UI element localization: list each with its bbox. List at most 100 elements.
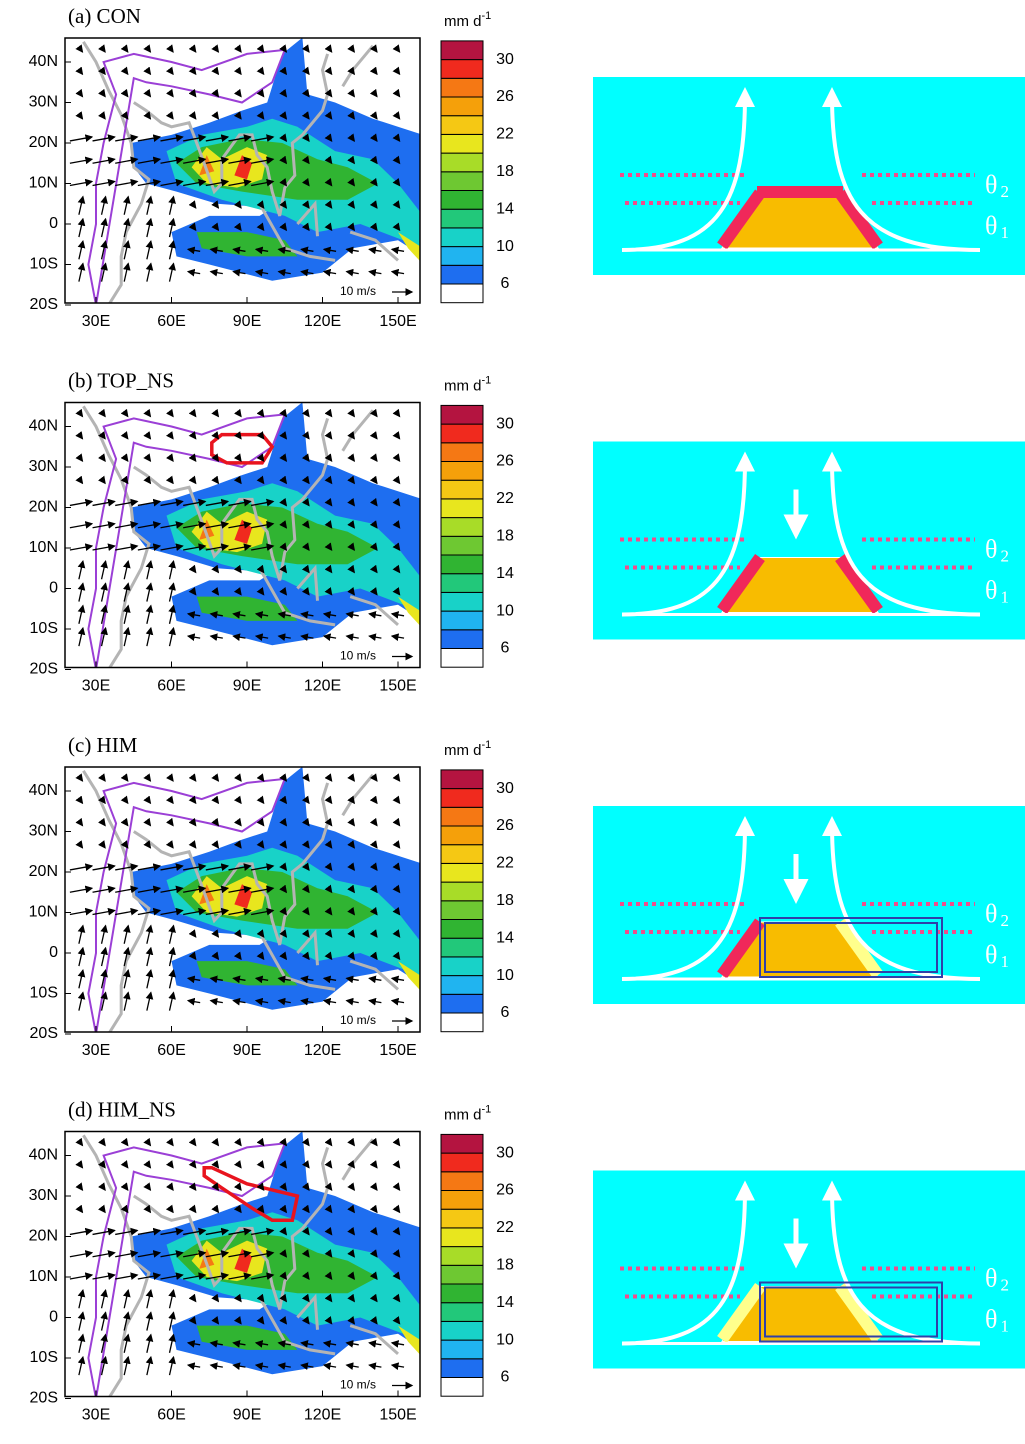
wind-vector: [232, 1362, 246, 1371]
wind-vector: [279, 133, 288, 142]
wind-vector: [77, 1289, 86, 1309]
wind-vector: [120, 817, 129, 827]
wind-vector: [77, 924, 86, 944]
colorbar-swatch: [440, 264, 484, 285]
wind-vector: [347, 177, 356, 187]
wind-vector: [233, 222, 242, 232]
wind-vector: [233, 773, 242, 782]
coastline: [296, 200, 319, 237]
wind-vector: [256, 795, 265, 805]
coastline: [82, 770, 151, 1032]
wind-vector: [122, 240, 131, 260]
wind-vector: [324, 1182, 333, 1191]
wind-vector: [77, 604, 86, 624]
lon-tick-label: 30E: [82, 313, 110, 330]
wind-vector: [392, 587, 401, 596]
wind-vector: [369, 587, 378, 596]
wind-vector: [186, 1362, 201, 1371]
wind-vector: [100, 1311, 108, 1331]
wind-vector: [188, 817, 197, 827]
wind-vector: [188, 408, 197, 418]
wind-vector: [277, 633, 291, 642]
wind-vector: [324, 66, 333, 76]
wind-vector: [324, 884, 333, 894]
coastline: [349, 1324, 399, 1356]
wind-vector: [392, 884, 401, 894]
wind-vector: [188, 222, 197, 232]
wind-vector: [232, 633, 246, 642]
wind-vector: [205, 134, 230, 142]
wind-vector: [390, 633, 405, 642]
vector-reference-label: 10 m/s: [340, 1378, 376, 1392]
wind-vector: [98, 1160, 106, 1169]
wind-vector: [165, 795, 174, 805]
wind-vector: [165, 111, 174, 120]
wind-vector: [77, 946, 86, 967]
wind-vector: [369, 906, 378, 916]
wind-vector: [279, 542, 288, 552]
vector-reference-label: 10 m/s: [340, 649, 376, 663]
wind-vector: [324, 520, 333, 529]
wind-vector: [115, 543, 139, 551]
wind-vector: [165, 66, 174, 76]
theta-index: 1: [1000, 223, 1009, 242]
wind-vector: [369, 884, 378, 894]
wind-vector: [69, 498, 94, 507]
lon-tick-label: 60E: [157, 313, 185, 330]
wind-vector: [390, 611, 405, 619]
wind-vector: [77, 217, 86, 238]
wind-vector: [211, 66, 220, 76]
slope-heating: [835, 189, 883, 250]
colorbar-swatch: [440, 1012, 484, 1033]
wind-vector: [77, 560, 86, 580]
slope-heating: [717, 554, 765, 614]
wind-vector: [301, 497, 310, 507]
lat-tick-label: 10N: [29, 1268, 58, 1285]
wind-vector: [347, 408, 356, 418]
wind-vector: [368, 1362, 382, 1371]
wind-vector: [279, 1316, 288, 1325]
wind-vector: [324, 862, 333, 871]
flow-arrow: [621, 451, 755, 617]
wind-vector: [168, 969, 176, 989]
wind-vector: [186, 268, 201, 277]
wind-vector: [347, 66, 356, 76]
wind-vector: [251, 498, 275, 507]
wind-vector: [368, 246, 382, 255]
colorbar-swatch: [440, 769, 484, 790]
coastline: [258, 203, 336, 262]
wind-vector: [232, 611, 246, 619]
wind-vector: [369, 222, 378, 232]
wind-vector: [137, 885, 162, 894]
wind-vector: [75, 111, 84, 120]
wind-vector: [233, 840, 242, 849]
wind-vector: [120, 408, 129, 418]
wind-vector: [168, 946, 176, 967]
precip-shading: [199, 1248, 215, 1269]
colorbar-swatch: [440, 1283, 484, 1304]
wind-vector: [392, 906, 401, 916]
lon-tick-label: 90E: [233, 1042, 261, 1059]
wind-vector: [228, 885, 252, 894]
lat-tick-label: 20S: [30, 1025, 58, 1042]
colorbar-label: 10: [496, 602, 514, 619]
colorbar-label: 30: [496, 415, 514, 432]
unit-text: mm d: [444, 1106, 482, 1123]
wind-vector: [392, 1316, 401, 1325]
wind-vector: [347, 1316, 356, 1325]
lat-tick-label: 40N: [29, 53, 58, 70]
wind-vector: [188, 66, 197, 76]
wind-vector: [279, 929, 288, 938]
wind-vector: [75, 1160, 84, 1169]
colorbar-swatch: [440, 1171, 484, 1192]
coastline: [82, 405, 151, 668]
lat-tick-label: 20S: [30, 296, 58, 313]
wind-vector: [233, 475, 242, 485]
wind-vector: [98, 66, 106, 76]
wind-vector: [165, 44, 174, 53]
wind-vector: [211, 111, 220, 120]
wind-vector: [168, 1333, 176, 1353]
slope-weak: [717, 1283, 765, 1343]
wind-vector: [168, 560, 176, 580]
coastline: [258, 932, 336, 991]
